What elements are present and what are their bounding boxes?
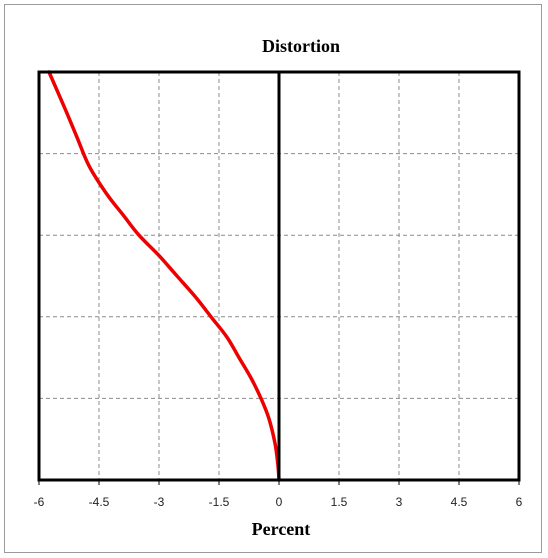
x-tick-label: 4.5 bbox=[451, 495, 468, 509]
x-tick-label: -4.5 bbox=[89, 495, 110, 509]
x-tick-labels: -6 -4.5 -3 -1.5 0 1.5 3 4.5 6 bbox=[34, 480, 523, 509]
x-tick-label: 0 bbox=[276, 495, 283, 509]
distortion-series-line bbox=[47, 70, 281, 482]
series-layer bbox=[47, 70, 281, 482]
chart-title: Distortion bbox=[262, 36, 340, 56]
axes bbox=[37, 70, 521, 482]
distortion-chart: Distortion -6 -4.5 -3 -1.5 0 1.5 3 4.5 6 Percent bbox=[34, 36, 523, 539]
chart-frame: Distortion -6 -4.5 -3 -1.5 0 1.5 3 4.5 6 Percent bbox=[4, 4, 542, 553]
x-tick-label: 3 bbox=[396, 495, 403, 509]
x-tick-label: -3 bbox=[154, 495, 165, 509]
x-tick-label: 6 bbox=[516, 495, 523, 509]
x-tick-label: 1.5 bbox=[331, 495, 348, 509]
x-tick-label: -1.5 bbox=[209, 495, 230, 509]
x-tick-label: -6 bbox=[34, 495, 45, 509]
x-axis-label: Percent bbox=[252, 519, 311, 539]
